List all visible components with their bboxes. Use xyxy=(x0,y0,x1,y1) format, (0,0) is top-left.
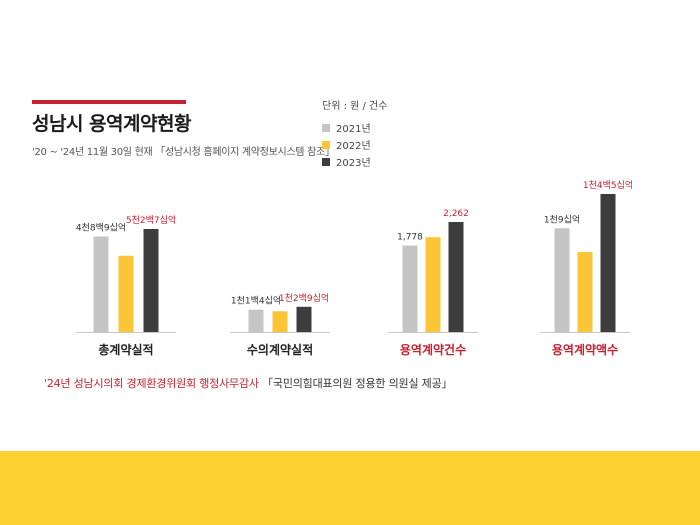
legend-swatch-2023 xyxy=(322,157,330,166)
bar-4-2022년 xyxy=(577,252,593,332)
bar-3-2022년 xyxy=(425,237,441,332)
title-accent-rule xyxy=(32,100,186,104)
legend-label-2022: 2022년 xyxy=(336,141,371,152)
bar-2-2023년 xyxy=(296,306,312,332)
legend-item-2022: 2022년 xyxy=(322,136,387,153)
source-footnote: '24년 성남시의회 경제환경위원회 행정사무감사 「국민의힘대표의원 정용한 … xyxy=(44,375,453,391)
legend-label-2023: 2023년 xyxy=(336,158,371,169)
data-label-4-2023년: 1천4백5십억 xyxy=(583,179,633,191)
data-label-3-2023년: 2,262 xyxy=(443,209,469,219)
bar-3-2021년 xyxy=(402,245,418,332)
page-subtitle: '20 ~ '24년 11월 30일 현재 「성남시청 홈페이지 계약정보시스템… xyxy=(32,147,335,158)
bar-4-2023년 xyxy=(600,194,616,332)
bar-3-2023년 xyxy=(448,222,464,332)
data-label-1-2023년: 5천2백7십억 xyxy=(126,214,176,226)
chart-group-3: 1,778 2,262 용역계약건수 xyxy=(388,209,478,357)
data-label-1-2021년: 4천8백9십억 xyxy=(76,221,126,233)
data-label-3-2021년: 1,778 xyxy=(397,233,423,243)
legend-label-2021: 2021년 xyxy=(336,124,371,135)
chart-title-4: 용역계약액수 xyxy=(552,342,618,357)
bar-1-2021년 xyxy=(93,236,109,332)
unit-label: 단위 : 원 / 건수 xyxy=(322,101,388,112)
chart-title-2: 수의계약실적 xyxy=(247,342,313,357)
chart-title-1: 총계약실적 xyxy=(98,342,153,357)
page-title: 성남시 용역계약현황 xyxy=(32,113,191,135)
legend-swatch-2022 xyxy=(322,140,330,149)
bar-1-2022년 xyxy=(118,255,134,332)
legend-swatch-2021 xyxy=(322,123,330,132)
footnote-source: '24년 성남시의회 경제환경위원회 행정사무감사 xyxy=(44,377,259,390)
bar-2-2021년 xyxy=(248,309,264,332)
bar-4-2021년 xyxy=(554,228,570,332)
chart-legend: 단위 : 원 / 건수 2021년 2022년 2023년 xyxy=(322,97,387,170)
legend-item-2023: 2023년 xyxy=(322,153,387,170)
chart-title-3: 용역계약건수 xyxy=(400,342,466,357)
footnote-credit: 「국민의힘대표의원 정용한 의원실 제공」 xyxy=(262,377,453,390)
data-label-2-2021년: 1천1백4십억 xyxy=(231,295,281,307)
bottom-yellow-band xyxy=(0,451,700,525)
legend-item-2021: 2021년 xyxy=(322,119,387,136)
data-label-4-2021년: 1천9십억 xyxy=(544,213,580,225)
bar-1-2023년 xyxy=(143,229,159,332)
bar-2-2022년 xyxy=(272,311,288,332)
data-label-2-2023년: 1천2백9십억 xyxy=(279,292,329,304)
